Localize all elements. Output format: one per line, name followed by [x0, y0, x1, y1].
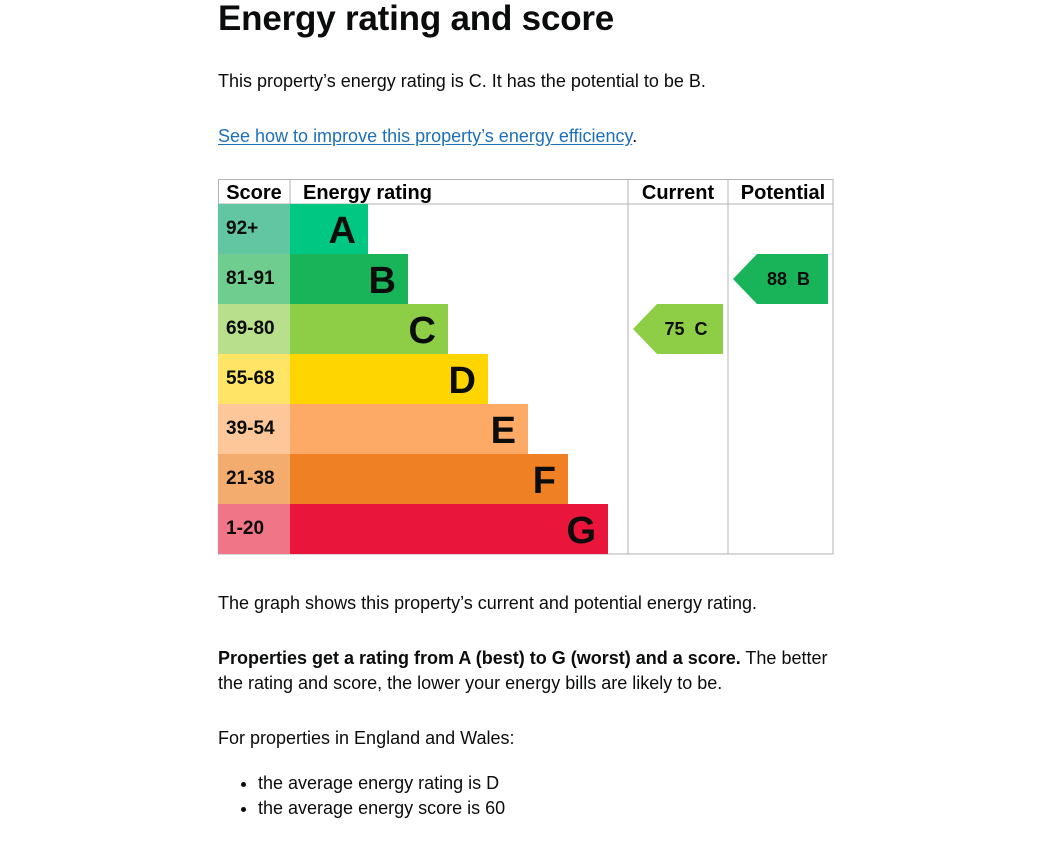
score-cell-a — [218, 204, 290, 254]
score-cell-g — [218, 504, 290, 554]
current-rating-arrow: 75 C — [633, 304, 723, 354]
ratings-explanation-bold: Properties get a rating from A (best) to… — [218, 648, 741, 668]
band-bar-c — [290, 304, 448, 354]
averages-list: the average energy rating is D the avera… — [218, 771, 505, 821]
graph-caption: The graph shows this property’s current … — [218, 593, 757, 613]
ratings-explanation-line2: the rating and score, the lower your ene… — [218, 673, 723, 693]
band-row-f: 21-38 F — [218, 454, 568, 504]
potential-rating-arrow-label: 88 B — [767, 269, 810, 289]
score-cell-f — [218, 454, 290, 504]
score-range-g: 1-20 — [226, 518, 264, 539]
score-range-d: 55-68 — [226, 368, 275, 389]
header-energy-rating: Energy rating — [303, 182, 432, 204]
improve-link-line: See how to improve this property’s energ… — [218, 124, 637, 149]
link-suffix: . — [632, 126, 638, 146]
score-cell-d — [218, 354, 290, 404]
band-letter-g: G — [566, 510, 596, 552]
band-letter-a: A — [329, 210, 356, 252]
band-bar-a — [290, 204, 368, 254]
average-score-item: the average energy score is 60 — [258, 796, 505, 821]
potential-rating-arrow-shape — [733, 254, 828, 304]
band-bar-f — [290, 454, 568, 504]
score-range-b: 81-91 — [226, 268, 275, 289]
score-cell-c — [218, 304, 290, 354]
band-row-e: 39-54 E — [218, 404, 528, 454]
epc-chart: Score Energy rating Current Potential 92… — [218, 179, 834, 555]
average-rating-item: the average energy rating is D — [258, 771, 505, 796]
band-letter-d: D — [449, 360, 476, 402]
rating-arrows: 75 C 88 B — [633, 254, 828, 354]
band-row-c: 69-80 C — [218, 304, 448, 354]
current-rating-arrow-label: 75 C — [664, 319, 707, 339]
band-letter-b: B — [369, 260, 396, 302]
band-bar-d — [290, 354, 488, 404]
rating-bands: 92+ A 81-91 B 69-80 C 55-68 D 39-54 E 21-38 F 1-20 G — [218, 204, 608, 554]
score-range-c: 69-80 — [226, 318, 275, 339]
improve-efficiency-link[interactable]: See how to improve this property’s energ… — [218, 126, 633, 146]
ratings-explanation-rest: The better — [740, 648, 828, 668]
band-row-a: 92+ A — [218, 204, 368, 254]
ratings-explanation: Properties get a rating from A (best) to… — [218, 646, 827, 696]
score-range-e: 39-54 — [226, 418, 275, 439]
band-bar-b — [290, 254, 408, 304]
score-cell-b — [218, 254, 290, 304]
score-range-a: 92+ — [226, 218, 258, 239]
header-score: Score — [226, 182, 282, 204]
rating-intro: This property’s energy rating is C. It h… — [218, 71, 706, 91]
band-letter-e: E — [491, 410, 516, 452]
score-cell-e — [218, 404, 290, 454]
header-current: Current — [642, 182, 715, 204]
band-row-b: 81-91 B — [218, 254, 408, 304]
page-title: Energy rating and score — [218, 0, 615, 38]
band-row-g: 1-20 G — [218, 504, 608, 554]
current-rating-arrow-shape — [633, 304, 723, 354]
score-range-f: 21-38 — [226, 468, 275, 489]
band-letter-f: F — [533, 460, 556, 502]
potential-rating-arrow: 88 B — [733, 254, 828, 304]
band-letter-c: C — [409, 310, 436, 352]
band-bar-g — [290, 504, 608, 554]
band-row-d: 55-68 D — [218, 354, 488, 404]
header-potential: Potential — [741, 182, 825, 204]
band-bar-e — [290, 404, 528, 454]
england-wales-intro: For properties in England and Wales: — [218, 728, 515, 748]
